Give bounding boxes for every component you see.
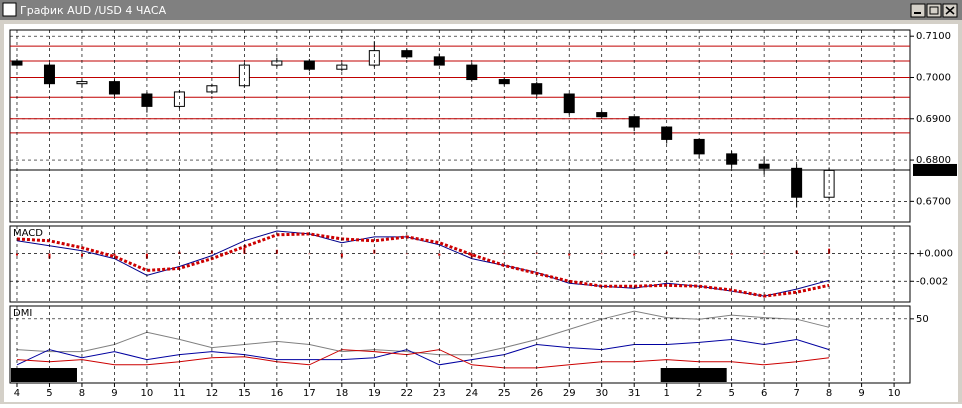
histogram-bar bbox=[405, 253, 408, 255]
y-tick-label: 0.7100 bbox=[916, 31, 951, 42]
y-tick-label: -0.002 bbox=[916, 276, 948, 287]
histogram-bar bbox=[113, 253, 116, 256]
panel-title: DMI bbox=[13, 308, 32, 319]
y-tick-label: 50 bbox=[916, 314, 929, 325]
x-tick-label: 29 bbox=[563, 388, 576, 399]
month-label-box bbox=[10, 368, 77, 382]
x-tick-label: 5 bbox=[728, 388, 734, 399]
x-tick-label: 9 bbox=[858, 388, 864, 399]
y-tick-label: 0.6700 bbox=[916, 196, 951, 207]
x-tick-label: 12 bbox=[206, 388, 219, 399]
x-tick-label: 6 bbox=[761, 388, 767, 399]
candle-body bbox=[76, 81, 88, 85]
x-tick-label: 4 bbox=[14, 388, 20, 399]
x-tick-label: 5 bbox=[46, 388, 52, 399]
histogram-bar bbox=[503, 253, 506, 255]
title-bar bbox=[0, 0, 962, 20]
panel-title: MACD bbox=[13, 228, 43, 239]
minimize-button[interactable] bbox=[910, 3, 926, 18]
histogram-bar bbox=[763, 253, 766, 255]
signal-line bbox=[16, 232, 830, 298]
x-tick-label: 1 bbox=[663, 388, 669, 399]
month-label: Июль 2019 bbox=[14, 370, 71, 381]
x-tick-label: 19 bbox=[368, 388, 381, 399]
indicator-line bbox=[16, 310, 830, 356]
y-tick-label: 0.7000 bbox=[916, 72, 951, 83]
histogram-bar bbox=[730, 253, 733, 255]
histogram-bar bbox=[470, 253, 473, 258]
window-buttons bbox=[910, 3, 958, 18]
month-label-box bbox=[660, 368, 727, 382]
last-price-box bbox=[913, 163, 957, 176]
x-tick-label: 7 bbox=[793, 388, 799, 399]
x-tick-label: 23 bbox=[433, 388, 446, 399]
last-price-label: 0.6776 bbox=[915, 165, 950, 176]
x-tick-label: 25 bbox=[498, 388, 511, 399]
histogram-bar bbox=[535, 252, 538, 254]
histogram-bar bbox=[340, 253, 343, 258]
histogram-bar bbox=[600, 253, 603, 255]
x-tick-label: 10 bbox=[888, 388, 901, 399]
panel-frame bbox=[9, 225, 911, 303]
x-tick-label: 22 bbox=[400, 388, 413, 399]
candle-body bbox=[108, 81, 120, 95]
histogram-bar bbox=[633, 253, 636, 256]
panel-frame bbox=[9, 305, 911, 384]
chart-area bbox=[4, 24, 958, 402]
x-tick-label: 15 bbox=[238, 388, 251, 399]
histogram-bar bbox=[308, 253, 311, 255]
histogram-bar bbox=[698, 253, 701, 255]
x-tick-label: 30 bbox=[595, 388, 608, 399]
histogram-bar bbox=[80, 253, 83, 257]
x-tick-label: 18 bbox=[335, 388, 348, 399]
y-tick-label: +0.000 bbox=[916, 249, 953, 260]
indicator-line bbox=[16, 338, 830, 366]
x-tick-label: 11 bbox=[173, 388, 186, 399]
histogram-bar bbox=[568, 253, 571, 256]
window-icon bbox=[2, 2, 17, 17]
x-tick-label: 8 bbox=[79, 388, 85, 399]
indicator-line bbox=[16, 349, 830, 369]
y-tick-label: 0.6800 bbox=[916, 155, 951, 166]
x-tick-label: 9 bbox=[111, 388, 117, 399]
histogram-bar bbox=[438, 253, 441, 256]
x-tick-label: 26 bbox=[530, 388, 543, 399]
month-label: Авг 2019 bbox=[664, 370, 711, 381]
maximize-button[interactable] bbox=[926, 3, 942, 18]
maximize-glyph bbox=[929, 6, 939, 15]
x-tick-label: 2 bbox=[696, 388, 702, 399]
x-tick-label: 16 bbox=[270, 388, 283, 399]
x-tick-label: 8 bbox=[826, 388, 832, 399]
x-tick-label: 24 bbox=[465, 388, 478, 399]
x-tick-label: 31 bbox=[628, 388, 641, 399]
candle-body bbox=[531, 83, 543, 95]
panel-frame bbox=[9, 29, 911, 223]
window-title: График AUD /USD 4 ЧАСА bbox=[20, 4, 167, 17]
x-tick-label: 10 bbox=[141, 388, 154, 399]
histogram-bar bbox=[15, 253, 18, 256]
close-glyph bbox=[945, 6, 955, 15]
x-tick-label: 17 bbox=[303, 388, 316, 399]
candle-body bbox=[141, 93, 153, 107]
y-tick-label: 0.6900 bbox=[916, 114, 951, 125]
